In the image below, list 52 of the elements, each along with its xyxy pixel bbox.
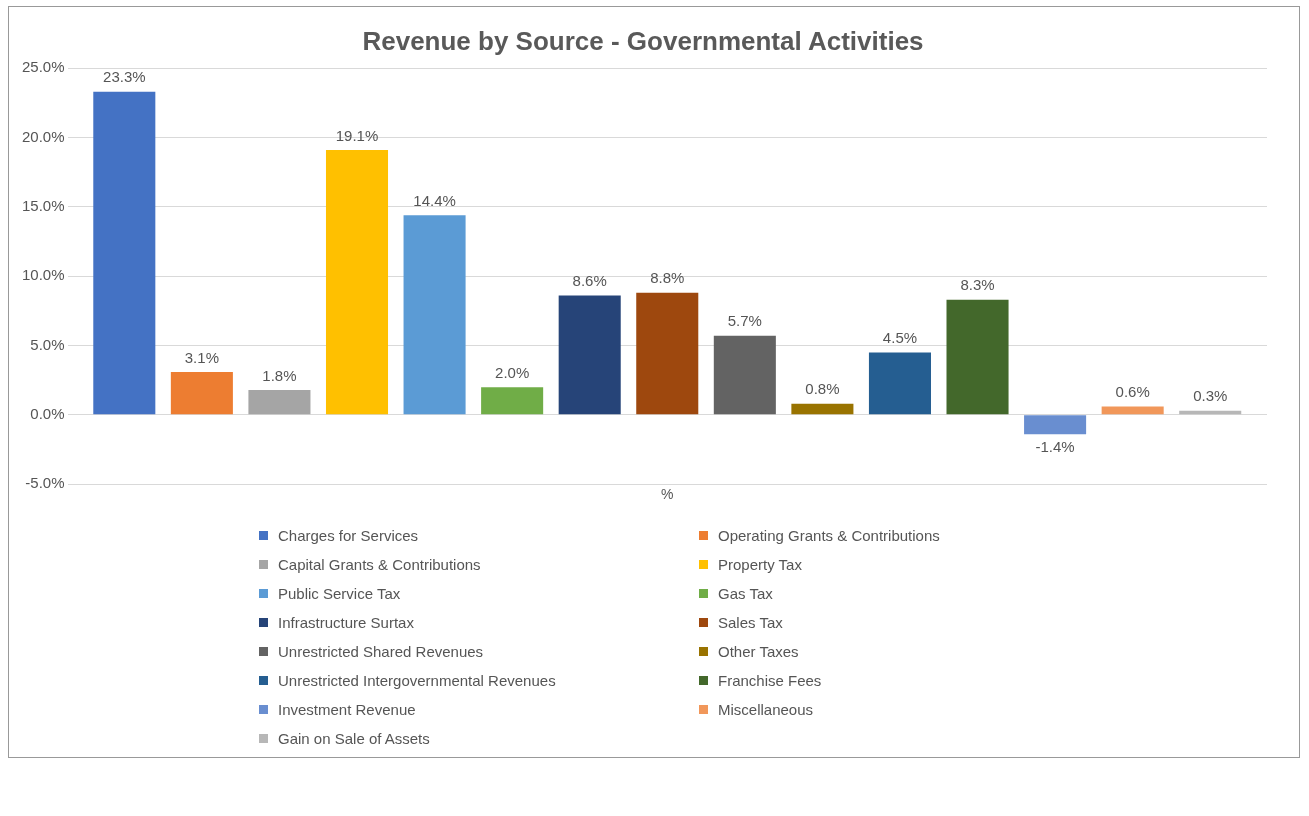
bar (868, 352, 931, 415)
legend-label: Public Service Tax (278, 585, 401, 602)
legend-label: Infrastructure Surtax (278, 614, 414, 631)
bar (325, 150, 389, 415)
bar (946, 299, 1009, 415)
y-tick-label: 10.0% (21, 266, 65, 284)
data-label: 19.1% (335, 126, 379, 144)
data-label: 0.8% (805, 380, 840, 398)
data-label: 8.6% (572, 272, 607, 290)
data-label: 23.3% (103, 68, 146, 86)
bar (248, 389, 311, 415)
chart-title: Revenue by Source - Governmental Activities (362, 25, 924, 56)
data-label: 4.5% (882, 329, 918, 347)
legend-label: Capital Grants & Contributions (278, 556, 481, 573)
data-label: 5.7% (727, 312, 762, 330)
bar (93, 91, 156, 415)
bar (403, 215, 466, 415)
data-label: 0.6% (1115, 383, 1150, 401)
legend-label: Investment Revenue (278, 701, 416, 718)
bar (481, 387, 544, 415)
legend-label: Sales Tax (718, 614, 783, 631)
data-label: -1.4% (1035, 437, 1075, 455)
y-tick-label: 20.0% (21, 127, 65, 145)
data-label: 8.8% (650, 269, 685, 287)
legend-label: Gain on Sale of Assets (278, 730, 430, 747)
y-tick-label: 0.0% (30, 405, 65, 423)
legend-label: Franchise Fees (718, 672, 822, 689)
bar (1024, 415, 1087, 435)
data-label: 2.0% (495, 363, 530, 381)
bar (636, 292, 699, 415)
bar (791, 403, 854, 415)
legend-label: Property Tax (718, 556, 802, 573)
data-label: 0.3% (1193, 387, 1228, 405)
bar (170, 371, 233, 415)
legend-label: Operating Grants & Contributions (718, 527, 940, 544)
data-label: 3.1% (184, 348, 219, 366)
y-tick-label: -5.0% (25, 474, 65, 492)
x-tick-label: % (661, 486, 674, 503)
legend-label: Other Taxes (718, 643, 799, 660)
y-tick-label: 15.0% (21, 197, 65, 215)
y-tick-label: 25.0% (21, 58, 65, 76)
data-label: 14.4% (413, 191, 456, 209)
y-tick-label: 5.0% (30, 335, 65, 353)
legend-label: Unrestricted Shared Revenues (278, 643, 484, 660)
legend-label: Miscellaneous (718, 701, 814, 718)
bar (558, 295, 621, 415)
legend-label: Unrestricted Intergovernmental Revenues (278, 672, 556, 689)
bar (713, 335, 776, 415)
data-label: 1.8% (262, 366, 297, 384)
legend-label: Charges for Services (278, 527, 419, 544)
legend-label: Gas Tax (718, 585, 773, 602)
data-label: 8.3% (960, 276, 995, 294)
